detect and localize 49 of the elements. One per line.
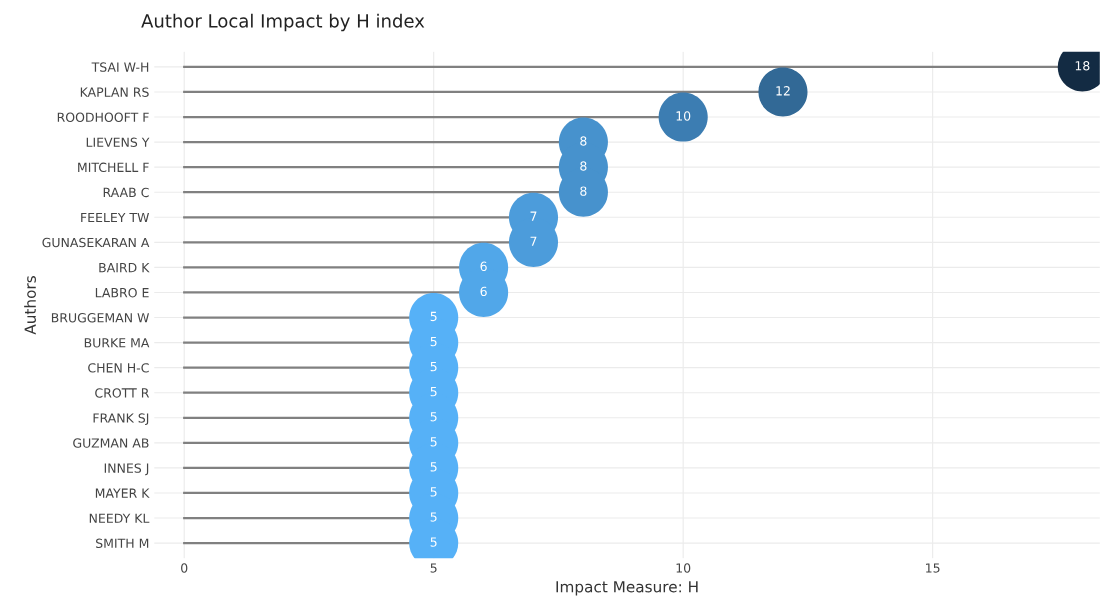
data-label: 6: [480, 286, 487, 297]
y-tick-label: GUZMAN AB: [73, 438, 149, 448]
point: [658, 92, 708, 142]
y-tick-label: MITCHELL F: [78, 162, 149, 173]
y-tick-label: MAYER K: [95, 488, 150, 498]
data-label: 7: [530, 211, 537, 221]
data-label: 18: [1075, 61, 1090, 71]
x-tick-label: 15: [926, 563, 940, 573]
y-tick-label: TSAI W-H: [91, 62, 149, 72]
data-label: 5: [430, 387, 437, 397]
y-tick-label: BRUGGEMAN W: [51, 313, 150, 323]
data-label: 6: [480, 261, 487, 272]
y-tick-label: CHEN H-C: [88, 363, 149, 373]
y-tick-label: BAIRD K: [99, 263, 150, 273]
x-axis-title: Impact Measure: H: [556, 581, 698, 596]
y-tick-label: BURKE MA: [84, 338, 150, 348]
x-tick-label: 10: [676, 563, 691, 573]
y-tick-label: CROTT R: [95, 388, 150, 398]
y-tick-label: KAPLAN RS: [80, 87, 149, 97]
data-label: 5: [430, 437, 437, 447]
y-tick-label: SMITH M: [96, 538, 149, 549]
data-label: 5: [430, 311, 437, 322]
point: [758, 67, 808, 117]
y-tick-label: INNES J: [104, 463, 149, 476]
chart-title: Author Local Impact by H index: [141, 13, 425, 32]
data-label: 8: [580, 136, 587, 146]
y-axis-title: Authors: [24, 276, 36, 335]
data-label: 10: [676, 111, 691, 121]
y-tick-label: RAAB C: [103, 187, 149, 198]
y-tick-label: LIEVENS Y: [86, 137, 150, 148]
x-tick-label: 0: [181, 563, 188, 573]
y-tick-label: LABRO E: [95, 287, 149, 298]
data-label: 5: [430, 537, 437, 547]
y-tick-label: FEELEY TW: [81, 212, 150, 223]
data-label: 5: [430, 336, 437, 347]
data-label: 5: [430, 487, 437, 497]
y-tick-label: GUNASEKARAN A: [42, 237, 150, 248]
data-label: 7: [530, 236, 537, 246]
data-label: 8: [580, 161, 587, 171]
data-label: 5: [430, 462, 437, 472]
data-label: 5: [430, 512, 437, 522]
data-label: 12: [776, 86, 790, 96]
y-tick-label: NEEDY KL: [89, 513, 150, 523]
x-tick-label: 5: [430, 563, 437, 573]
y-tick-label: FRANK SJ: [93, 413, 149, 426]
data-label: 5: [430, 362, 437, 372]
data-label: 5: [430, 412, 437, 422]
data-label: 8: [580, 186, 587, 196]
y-tick-label: ROODHOOFT F: [57, 112, 149, 122]
